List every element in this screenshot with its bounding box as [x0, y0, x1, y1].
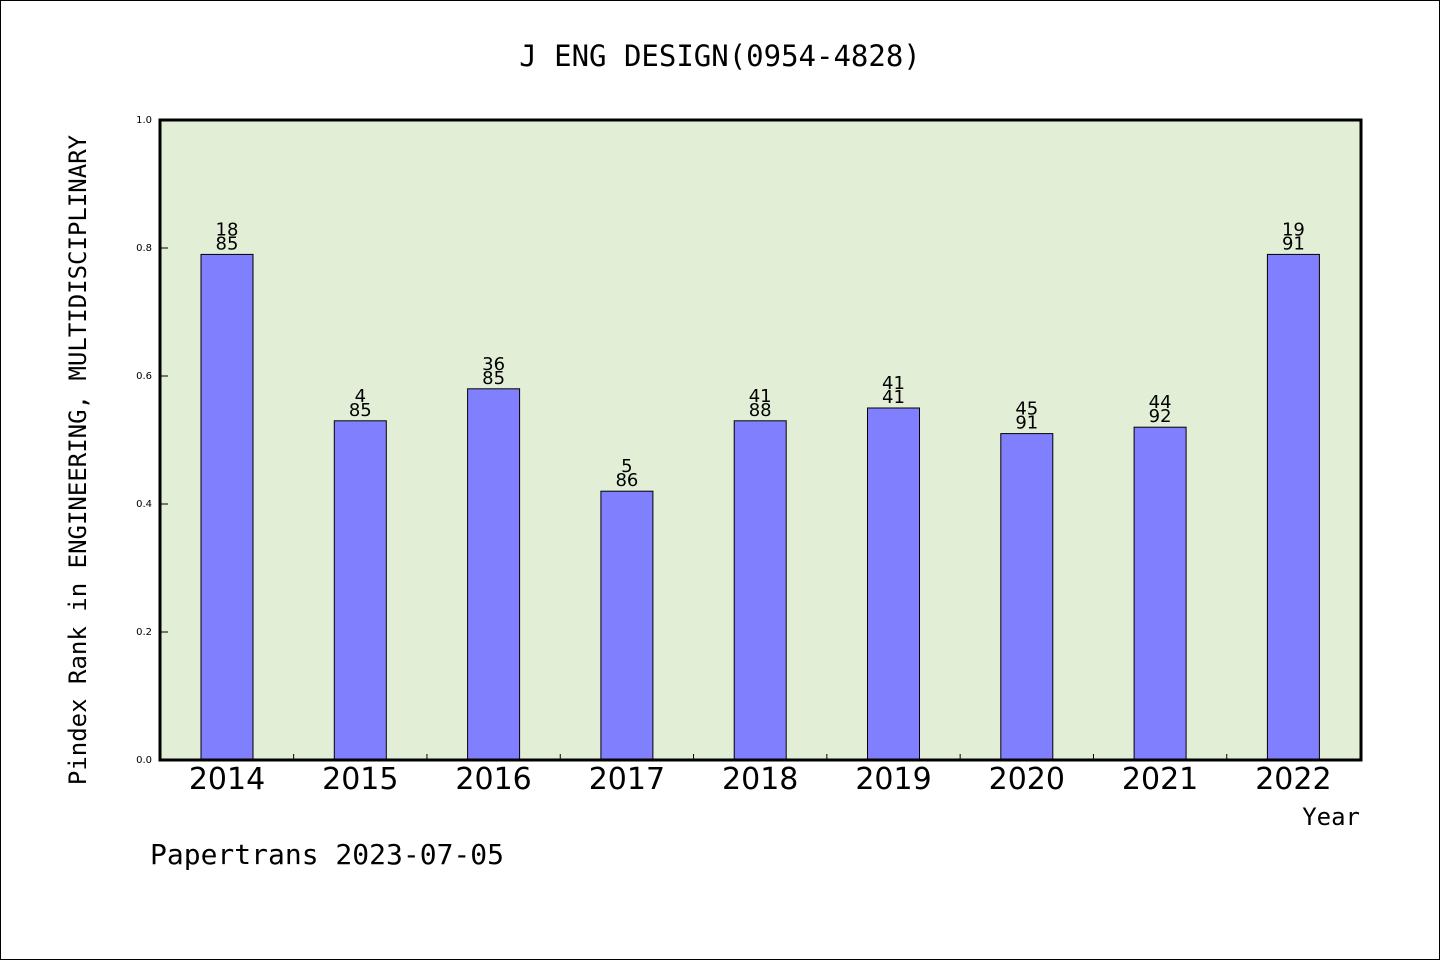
bar-label-bottom: 88	[749, 400, 772, 421]
bar-label-bottom: 41	[882, 387, 905, 408]
chart-title: J ENG DESIGN(0954-4828)	[519, 39, 921, 73]
bar-2016	[467, 388, 521, 761]
x-tick-label: 2016	[455, 762, 531, 797]
bar-2019	[867, 407, 920, 761]
y-tick-label: 1.0	[136, 115, 152, 126]
y-axis-label: Pindex Rank in ENGINEERING, MULTIDISCIPL…	[64, 134, 92, 785]
bar-label-bottom: 85	[216, 233, 239, 254]
y-tick-label: 0.2	[136, 627, 152, 638]
bar-2015	[333, 420, 387, 761]
bar-label-bottom: 86	[615, 470, 638, 491]
bar-label-bottom: 92	[1149, 406, 1172, 427]
bar-label-bottom: 91	[1282, 233, 1305, 254]
y-tick-label: 0.6	[136, 371, 152, 382]
x-tick-label: 2014	[189, 762, 265, 797]
y-tick-label: 0.8	[136, 243, 152, 254]
footer-text: Papertrans 2023-07-05	[150, 838, 504, 871]
bar-label-bottom: 91	[1015, 413, 1038, 434]
bar-label-top: 44	[1149, 392, 1172, 413]
bar-label-top: 4	[355, 386, 366, 407]
y-tick-label: 0.0	[136, 755, 152, 766]
bar-label-top: 5	[621, 456, 632, 477]
bar-label-top: 41	[882, 373, 905, 394]
bar-2020	[1000, 433, 1054, 761]
bar-2014	[200, 253, 254, 761]
bar-label-bottom: 85	[482, 368, 505, 389]
bar-label-top: 45	[1015, 399, 1038, 420]
bar-label-top: 41	[749, 386, 772, 407]
bar-2018	[733, 420, 787, 761]
bar-label-top: 19	[1282, 219, 1305, 240]
x-tick-label: 2015	[322, 762, 398, 797]
x-tick-label: 2022	[1255, 762, 1331, 797]
x-tick-label: 2017	[589, 762, 665, 797]
plot-border	[158, 118, 1363, 762]
x-tick-label: 2020	[989, 762, 1065, 797]
x-tick-label: 2021	[1122, 762, 1198, 797]
bar-label-top: 18	[216, 219, 239, 240]
bar-2017	[600, 490, 654, 761]
y-tick-label: 0.4	[136, 499, 152, 510]
bar-label-bottom: 85	[349, 400, 372, 421]
x-axis-label: Year	[1302, 803, 1360, 831]
bar-2022	[1266, 253, 1320, 761]
x-tick-label: 2019	[855, 762, 931, 797]
x-tick-label: 2018	[722, 762, 798, 797]
bar-2021	[1133, 426, 1187, 761]
bar-label-top: 36	[482, 354, 505, 375]
